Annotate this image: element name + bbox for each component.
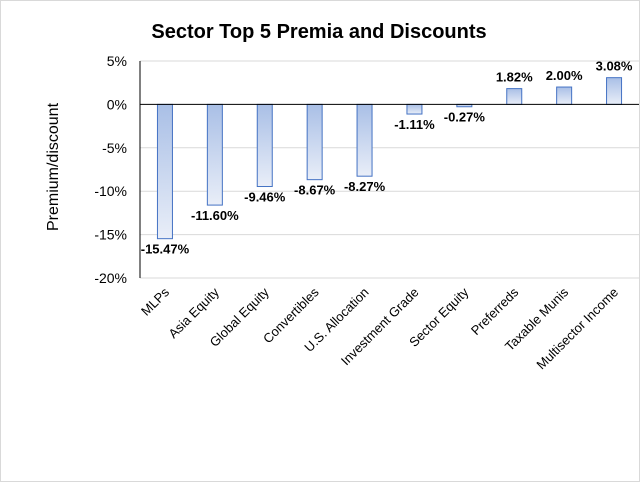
- data-label: -8.27%: [344, 179, 386, 194]
- data-label: 1.82%: [496, 70, 533, 85]
- bar: [606, 77, 623, 105]
- data-label: -1.11%: [394, 117, 435, 132]
- data-label: -8.67%: [294, 183, 336, 198]
- x-tick-label: MLPs: [138, 284, 172, 318]
- data-labels: -15.47% -11.60% -9.46% -8.67% -8.27% -1.11% -0…: [141, 59, 633, 257]
- data-label: -11.60%: [191, 208, 239, 223]
- bar: [556, 86, 573, 105]
- y-tick-label: -20%: [94, 270, 127, 286]
- y-tick-label: -10%: [94, 183, 127, 199]
- axes: [139, 61, 639, 278]
- bar: [356, 103, 373, 177]
- bar: [506, 88, 523, 105]
- y-axis-label: Premium/discount: [45, 102, 62, 231]
- chart-title: Sector Top 5 Premia and Discounts: [151, 21, 486, 43]
- data-label: 2.00%: [546, 68, 583, 83]
- bar: [156, 103, 173, 240]
- data-label: 3.08%: [596, 59, 633, 74]
- x-tick-label: Preferreds: [468, 284, 522, 338]
- bar: [206, 103, 223, 206]
- data-label: -15.47%: [141, 242, 190, 257]
- bar: [406, 103, 423, 115]
- data-label: -0.27%: [444, 110, 486, 125]
- y-axis-ticks: 5% 0% -5% -10% -15% -20%: [94, 53, 127, 286]
- bar: [306, 103, 323, 181]
- data-label: -9.46%: [244, 190, 286, 205]
- y-tick-label: -15%: [94, 227, 127, 243]
- y-tick-label: -5%: [102, 140, 127, 156]
- bar: [256, 103, 273, 188]
- gridlines: [140, 60, 639, 279]
- y-tick-label: 5%: [107, 53, 127, 69]
- y-tick-label: 0%: [107, 96, 127, 112]
